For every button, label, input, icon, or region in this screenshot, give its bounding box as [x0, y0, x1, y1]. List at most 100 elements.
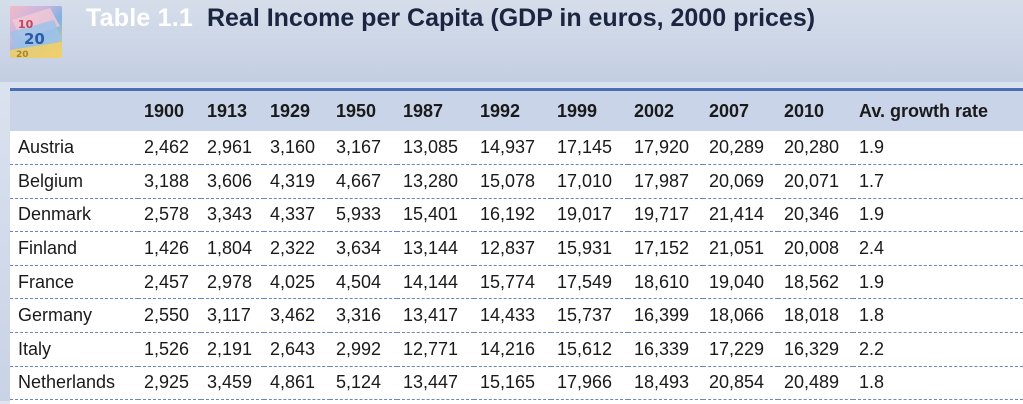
table-row: Germany 2,550 3,117 3,462 3,316 13,417 14,433 1… [10, 298, 1023, 334]
table-row: France 2,457 2,978 4,025 4,504 14,144 15,774 17… [10, 265, 1023, 300]
svg-text:20: 20 [16, 50, 29, 58]
growth-rate-cell: 2.4 [853, 231, 1023, 266]
value-cell: 5,933 [330, 198, 397, 233]
value-cell: 15,774 [474, 265, 551, 300]
value-cell: 17,229 [703, 332, 778, 367]
value-cell: 4,667 [330, 164, 397, 199]
value-cell: 14,216 [474, 332, 551, 367]
value-cell: 18,066 [703, 298, 778, 334]
growth-rate-cell: 1.9 [853, 131, 1023, 166]
value-cell: 15,165 [474, 366, 551, 401]
value-cell: 3,167 [330, 131, 397, 166]
column-header: 2007 [709, 100, 750, 121]
value-cell: 3,459 [201, 366, 264, 401]
growth-rate-cell: 1.7 [853, 164, 1023, 199]
value-cell: 4,025 [264, 265, 330, 300]
country-cell: Belgium [10, 164, 138, 199]
table-row: Finland 1,426 1,804 2,322 3,634 13,144 12,837 1… [10, 231, 1023, 266]
value-cell: 2,925 [138, 366, 201, 401]
country-cell: Denmark [10, 198, 138, 233]
value-cell: 13,280 [397, 164, 474, 199]
page-title: Table 1.1 Real Income per Capita (GDP in… [86, 4, 815, 40]
growth-rate-cell: 1.9 [853, 265, 1023, 300]
value-cell: 3,634 [330, 231, 397, 266]
value-cell: 13,447 [397, 366, 474, 401]
value-cell: 15,078 [474, 164, 551, 199]
column-header: Av. growth rate [859, 100, 989, 121]
value-cell: 3,343 [201, 198, 264, 233]
column-header: 1929 [270, 100, 311, 121]
country-cell: Netherlands [10, 366, 138, 401]
column-header: 1987 [403, 100, 444, 121]
column-header: 1913 [207, 100, 248, 121]
growth-rate-cell: 1.8 [853, 298, 1023, 334]
value-cell: 3,117 [201, 298, 264, 334]
value-cell: 19,717 [628, 198, 703, 233]
value-cell: 4,337 [264, 198, 330, 233]
title-banner: 10 20 20 Table 1.1 Real Income per Capit… [0, 0, 1023, 82]
value-cell: 4,319 [264, 164, 330, 199]
column-header: 1999 [557, 100, 598, 121]
value-cell: 20,346 [778, 198, 853, 233]
value-cell: 17,010 [551, 164, 628, 199]
table-body: Austria 2,462 2,961 3,160 3,167 13,085 14,937 1… [10, 131, 1023, 401]
svg-text:20: 20 [24, 30, 45, 48]
column-header: 2002 [634, 100, 675, 121]
table-row: Belgium 3,188 3,606 4,319 4,667 13,280 15,078 1… [10, 164, 1023, 199]
table-row: Denmark 2,578 3,343 4,337 5,933 15,401 16,192 1… [10, 198, 1023, 233]
value-cell: 13,144 [397, 231, 474, 266]
value-cell: 20,289 [703, 131, 778, 166]
value-cell: 12,837 [474, 231, 551, 266]
value-cell: 2,992 [330, 332, 397, 367]
country-cell: France [10, 265, 138, 300]
value-cell: 1,526 [138, 332, 201, 367]
value-cell: 21,051 [703, 231, 778, 266]
value-cell: 14,937 [474, 131, 551, 166]
value-cell: 3,462 [264, 298, 330, 334]
value-cell: 19,017 [551, 198, 628, 233]
country-cell: Germany [10, 298, 138, 334]
value-cell: 3,160 [264, 131, 330, 166]
value-cell: 20,069 [703, 164, 778, 199]
svg-text:10: 10 [18, 18, 34, 31]
value-cell: 20,071 [778, 164, 853, 199]
column-header: 2010 [784, 100, 825, 121]
value-cell: 2,578 [138, 198, 201, 233]
value-cell: 15,931 [551, 231, 628, 266]
column-header: 1900 [144, 100, 185, 121]
value-cell: 3,188 [138, 164, 201, 199]
value-cell: 14,144 [397, 265, 474, 300]
table-row: Netherlands 2,925 3,459 4,861 5,124 13,447 15,… [10, 366, 1023, 401]
value-cell: 2,322 [264, 231, 330, 266]
value-cell: 1,804 [201, 231, 264, 266]
value-cell: 21,414 [703, 198, 778, 233]
value-cell: 2,462 [138, 131, 201, 166]
table-header-row: 1900 1913 1929 1950 1987 1992 1999 2002 2007 2010… [10, 91, 1023, 131]
value-cell: 18,018 [778, 298, 853, 334]
table-title: Real Income per Capita (GDP in euros, 20… [206, 4, 816, 32]
income-table-container: 1900 1913 1929 1950 1987 1992 1999 2002 2007 2010… [10, 88, 1023, 404]
value-cell: 5,124 [330, 366, 397, 401]
value-cell: 3,316 [330, 298, 397, 334]
income-table: 1900 1913 1929 1950 1987 1992 1999 2002 2007 2010… [10, 91, 1023, 401]
value-cell: 16,399 [628, 298, 703, 334]
growth-rate-cell: 1.8 [853, 366, 1023, 401]
value-cell: 3,606 [201, 164, 264, 199]
value-cell: 15,737 [551, 298, 628, 334]
value-cell: 17,549 [551, 265, 628, 300]
country-cell: Finland [10, 231, 138, 266]
column-header: 1950 [336, 100, 377, 121]
value-cell: 18,562 [778, 265, 853, 300]
value-cell: 20,489 [778, 366, 853, 401]
value-cell: 2,978 [201, 265, 264, 300]
table-row: Italy 1,526 2,191 2,643 2,992 12,771 14,216 15,… [10, 332, 1023, 367]
value-cell: 4,504 [330, 265, 397, 300]
value-cell: 15,401 [397, 198, 474, 233]
value-cell: 17,987 [628, 164, 703, 199]
value-cell: 20,280 [778, 131, 853, 166]
value-cell: 17,920 [628, 131, 703, 166]
value-cell: 2,191 [201, 332, 264, 367]
value-cell: 17,152 [628, 231, 703, 266]
value-cell: 14,433 [474, 298, 551, 334]
value-cell: 2,457 [138, 265, 201, 300]
